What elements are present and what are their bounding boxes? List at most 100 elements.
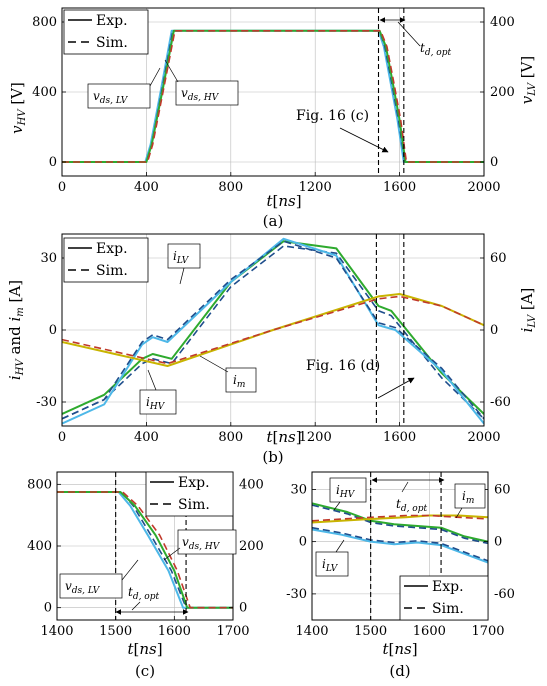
svg-text:Fig. 16 (d): Fig. 16 (d) bbox=[306, 358, 380, 374]
annotation-vds-hv-a: vds, HV bbox=[164, 59, 239, 106]
annotation-fig16d: Fig. 16 (d) bbox=[306, 358, 415, 399]
y-tick-label-right: 60 bbox=[494, 482, 511, 497]
panel-b-ticks: 0 400 800 1200 1600 2000 -30 0 30 -60 0 60 bbox=[36, 251, 511, 445]
x-tick-label: 800 bbox=[218, 180, 243, 195]
panel-b-legend: Exp. Sim. bbox=[63, 237, 149, 283]
svg-text:td, opt: td, opt bbox=[128, 585, 159, 602]
series-vdshv-sim bbox=[62, 29, 484, 163]
panel-c-xlabel: t[ns] bbox=[127, 640, 162, 658]
x-tick-label: 1700 bbox=[471, 624, 504, 639]
x-tick-label: 1400 bbox=[40, 624, 73, 639]
x-tick-label: 400 bbox=[134, 180, 159, 195]
series-vdslv-sim bbox=[57, 491, 233, 609]
annotation-tdopt-a: td, opt bbox=[379, 17, 451, 58]
legend-sim-label: Sim. bbox=[178, 497, 210, 513]
x-tick-label: 1600 bbox=[413, 624, 446, 639]
x-tick-label: 2000 bbox=[467, 430, 500, 445]
y-tick-label-left: 800 bbox=[32, 15, 57, 30]
panel-d-series bbox=[312, 502, 488, 564]
legend-exp-label: Exp. bbox=[96, 13, 128, 29]
series-ilv-exp bbox=[62, 237, 484, 425]
panel-c-series bbox=[57, 491, 233, 609]
panel-b-vlines bbox=[375, 234, 405, 426]
y-tick-label-left: 400 bbox=[32, 85, 57, 100]
panel-c: 1400 1500 1600 1700 0 400 800 0 200 400 t[ns] (c)… bbox=[27, 471, 264, 680]
y-tick-label-left: 400 bbox=[27, 539, 52, 554]
legend-sim-label: Sim. bbox=[96, 263, 128, 279]
panel-d-ticks: 1400 1500 1600 1700 -30 0 30 -60 0 60 bbox=[286, 482, 515, 639]
svg-text:td, opt: td, opt bbox=[396, 497, 427, 514]
x-tick-label: 1200 bbox=[299, 430, 332, 445]
y-tick-label-right: 0 bbox=[239, 601, 247, 616]
y-tick-label-right: 60 bbox=[490, 251, 507, 266]
panel-b-xlabel: t[ns] bbox=[266, 428, 301, 446]
x-tick-label: 1600 bbox=[158, 624, 191, 639]
y-tick-label-left: -30 bbox=[36, 395, 57, 410]
annotation-ihv-b: iHV bbox=[139, 369, 177, 415]
annotation-im-d: im bbox=[454, 483, 486, 519]
series-im-sim bbox=[62, 295, 484, 365]
series-ilv-exp bbox=[312, 528, 488, 564]
panel-b-caption: (b) bbox=[262, 448, 283, 466]
annotation-tdopt-d: td, opt bbox=[371, 477, 445, 514]
panel-a-caption: (a) bbox=[263, 212, 284, 230]
panel-b: 0 400 800 1200 1600 2000 -30 0 30 -60 0 60 iHV and … bbox=[6, 233, 538, 466]
panel-a-series bbox=[62, 29, 484, 163]
y-tick-label-right: 400 bbox=[239, 477, 264, 492]
x-tick-label: 1500 bbox=[354, 624, 387, 639]
annotation-vds-lv-c: vds, LV bbox=[59, 559, 139, 599]
panel-d-caption: (d) bbox=[389, 662, 410, 680]
svg-text:td, opt: td, opt bbox=[420, 41, 451, 58]
x-tick-label: 1400 bbox=[295, 624, 328, 639]
panel-b-series bbox=[62, 237, 484, 425]
panel-a: 0 400 800 1200 1600 2000 0 400 800 0 200 400 vHV [V… bbox=[8, 7, 538, 230]
series-im-sim bbox=[312, 514, 488, 522]
series-ihv-sim bbox=[62, 245, 484, 420]
y-tick-label-right: 200 bbox=[490, 85, 515, 100]
y-tick-label-right: 0 bbox=[490, 155, 498, 170]
annotation-vds-lv-a: vds, LV bbox=[87, 67, 161, 109]
panel-a-ylabel-right: vLV [V] bbox=[518, 56, 538, 104]
legend-exp-label: Exp. bbox=[432, 579, 464, 595]
y-tick-label-left: 0 bbox=[49, 155, 57, 170]
legend-exp-label: Exp. bbox=[96, 241, 128, 257]
series-im-exp bbox=[312, 514, 488, 524]
x-tick-label: 1600 bbox=[383, 430, 416, 445]
y-tick-label-left: 0 bbox=[299, 535, 307, 550]
series-ilv-sim bbox=[62, 240, 484, 420]
annotation-ihv-d: iHV bbox=[329, 477, 367, 511]
series-vdshv-sim bbox=[57, 491, 233, 609]
panel-a-legend: Exp. Sim. bbox=[63, 9, 149, 55]
legend-sim-label: Sim. bbox=[432, 601, 464, 617]
x-tick-label: 1500 bbox=[99, 624, 132, 639]
y-tick-label-right: 400 bbox=[490, 15, 515, 30]
y-tick-label-left: 30 bbox=[290, 482, 307, 497]
y-tick-label-right: 0 bbox=[494, 535, 502, 550]
y-tick-label-right: 0 bbox=[490, 323, 498, 338]
panel-b-ylabel-left: iHV and im [A] bbox=[6, 280, 26, 380]
series-vdshv-exp bbox=[57, 491, 233, 609]
panel-b-ylabel-right: iLV [A] bbox=[518, 288, 538, 333]
x-tick-label: 1600 bbox=[383, 180, 416, 195]
panel-d-xlabel: t[ns] bbox=[382, 640, 417, 658]
annotation-ilv-b: iLV bbox=[167, 243, 201, 285]
series-ihv-exp bbox=[312, 502, 488, 543]
y-tick-label-left: 0 bbox=[49, 323, 57, 338]
x-tick-label: 800 bbox=[218, 430, 243, 445]
panel-d: 1400 1500 1600 1700 -30 0 30 -60 0 60 t[ns] (d) E… bbox=[286, 471, 515, 680]
x-tick-label: 1700 bbox=[216, 624, 249, 639]
annotation-im-b: im bbox=[199, 355, 257, 393]
panel-a-ylabel-left: vHV [V] bbox=[8, 82, 28, 134]
y-tick-label-left: 800 bbox=[27, 477, 52, 492]
y-tick-label-right: -60 bbox=[494, 587, 515, 602]
panel-d-legend: Exp. Sim. bbox=[399, 575, 489, 621]
y-tick-label-left: -30 bbox=[286, 587, 307, 602]
x-tick-label: 1200 bbox=[299, 180, 332, 195]
panel-a-vlines bbox=[377, 8, 405, 176]
panel-a-xlabel: t[ns] bbox=[266, 192, 301, 210]
annotation-ilv-d: iLV bbox=[315, 539, 349, 577]
x-tick-label: 0 bbox=[58, 180, 66, 195]
y-tick-label-left: 0 bbox=[44, 601, 52, 616]
annotation-vds-hv-c: vds, HV bbox=[163, 529, 237, 561]
